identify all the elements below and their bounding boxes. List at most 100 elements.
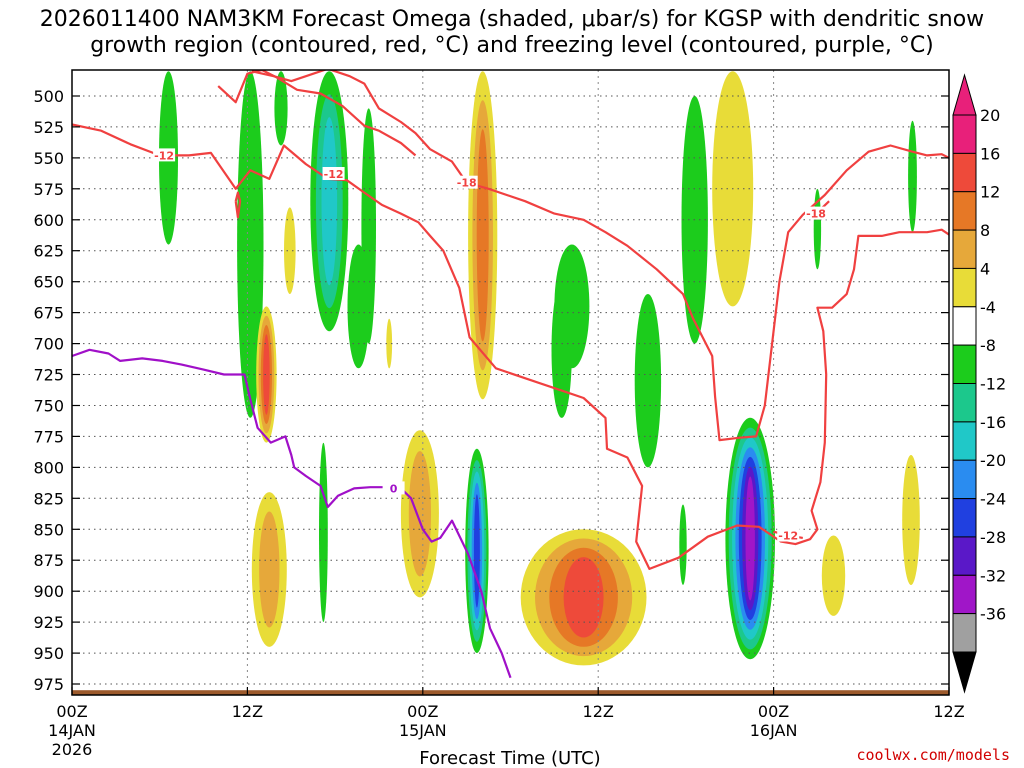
y-tick-label-550: 550 [33,149,64,168]
colorbar-label-1: 16 [980,144,1000,163]
omega-region-descent-15jan-04z-2 [476,129,489,342]
x-tick-label-36: 12Z [583,702,614,721]
terrain-layer [72,690,949,695]
contour-label-dgz-minus-18-east: -18 [806,208,826,221]
contour-label-dgz-minus-12-west: -12 [154,149,174,162]
omega-region-descent-14jan-21z-0 [386,318,393,369]
x-tick-label-12: 12Z [232,702,263,721]
contour-dgz-minus-18 [251,70,949,442]
colorbar-label-5: -4 [980,298,996,317]
colorbar-label-9: -20 [980,451,1006,470]
y-tick-label-925: 925 [33,613,64,632]
colorbar-bin-12 [952,574,977,615]
y-tick-label-800: 800 [33,458,64,477]
colorbar-label-0: 20 [980,106,1000,125]
y-axis: 500 525 550 575 600 625 650 675 700 725 750 775 800 8… [33,87,949,694]
colorbar-label-12: -32 [980,566,1006,585]
colorbar-label-2: 12 [980,183,1000,202]
contour-dgz-minus-12-upper [217,70,417,157]
omega-region-descent-15jan-00z-1 [408,451,431,577]
colorbar-bin-2 [952,191,977,231]
y-tick-label-700: 700 [33,335,64,354]
omega-region-descent-14jan-13z-3 [263,334,270,415]
colorbar-label-13: -36 [980,605,1006,624]
colorbar-bottom-arrow [952,651,977,694]
contour-label-bg-dgz-minus-12-east [777,528,800,542]
colorbar-label-7: -12 [980,375,1006,394]
omega-region-ascent-14jan-17z-low-0 [319,442,328,623]
x-tick-label-48: 00Z [758,702,789,721]
colorbar-bin-13 [952,613,977,653]
contour-label-bg-dgz-minus-18-east [805,206,827,220]
colorbar-bin-6 [952,344,977,385]
colorbar-bin-0 [952,114,977,154]
omega-region-ascent-14jan-18z-2 [321,117,338,286]
x-tick-year-0: 2026 [52,740,93,759]
y-tick-label-625: 625 [33,242,64,261]
x-tick-label-24: 00Z [407,702,438,721]
plot-frame [71,69,950,696]
y-tick-label-975: 975 [33,675,64,694]
colorbar-bin-4 [952,267,977,308]
chart-title-line1: 2026011400 NAM3KM Forecast Omega (shaded… [40,7,984,32]
y-tick-label-575: 575 [33,180,64,199]
colorbar-label-8: -16 [980,413,1006,432]
colorbar-bin-8 [952,421,977,461]
contour-dgz-minus-12-west [72,123,949,570]
contour-label-dgz-minus-18: -18 [457,177,477,190]
colorbar-bin-9 [952,459,977,500]
plot-background [72,70,949,695]
y-tick-label-750: 750 [33,397,64,416]
colorbar-bin-11 [952,536,977,576]
x-axis-title: Forecast Time (UTC) [419,748,600,768]
x-tick-date-48: 16JAN [750,721,798,740]
omega-region-ascent-15jan-05z-low-4 [473,494,480,608]
contour-dgz-minus-12-blob [234,191,242,219]
x-tick-label-60: 12Z [933,702,964,721]
y-tick-label-675: 675 [33,304,64,323]
omega-region-descent-14jan-13z-low-1 [259,511,280,628]
contour-label-freezing-level-0c: 0 [390,482,398,495]
y-tick-label-775: 775 [33,427,64,446]
y-tick-label-525: 525 [33,118,64,137]
colorbar-bin-10 [952,498,977,538]
omega-region-descent-16jan-09z-0 [902,455,920,585]
x-tick-date-0: 14JAN [48,721,96,740]
contour-label-bg-dgz-minus-12-upper [322,167,345,180]
y-tick-label-650: 650 [33,273,64,292]
omega-region-ascent-15jan-10z-mid-0 [551,281,572,418]
contour-freezing-level-0c [72,348,512,679]
omega-region-descent-14jan-15z-0 [284,207,296,294]
contour-label-dgz-minus-12-east: -12 [778,530,798,543]
contour-label-dgz-minus-12-upper: -12 [324,168,344,181]
credit-text: coolwx.com/models [856,746,1010,764]
x-tick-label-0: 00Z [56,702,87,721]
colorbar-label-6: -8 [980,336,996,355]
colorbar-label-10: -24 [980,490,1006,509]
omega-shading-layer [159,71,920,666]
y-tick-label-875: 875 [33,551,64,570]
y-tick-label-725: 725 [33,366,64,385]
colorbar-bin-3 [952,229,977,270]
colorbar: 20 16 12 8 4 -4 -8 -12 -16 -20 -24 -28 -32 -36 [952,73,1006,694]
colorbar-label-4: 4 [980,259,990,278]
colorbar-top-arrow [952,73,977,116]
y-tick-label-900: 900 [33,582,64,601]
chart-title-line2: growth region (contoured, red, °C) and f… [90,33,934,58]
x-tick-date-24: 15JAN [399,721,447,740]
terrain-strip [72,690,949,695]
omega-region-ascent-15jan-23z-low-6 [745,476,755,601]
colorbar-bin-5 [952,306,977,346]
plot-area: -12 -18 -12 -12 -18 0 [72,70,949,695]
contour-layer: -12 -18 -12 -12 -18 0 [72,70,949,679]
contour-label-bg-freezing-level-0c [382,481,405,495]
contour-label-bg-dgz-minus-12-west [153,148,176,162]
omega-region-ascent-16jan-09z-0 [908,120,917,233]
y-tick-label-600: 600 [33,211,64,230]
y-tick-label-950: 950 [33,644,64,663]
y-tick-label-825: 825 [33,489,64,508]
omega-region-ascent-14jan-22z-0 [347,244,370,369]
colorbar-label-3: 8 [980,221,990,240]
